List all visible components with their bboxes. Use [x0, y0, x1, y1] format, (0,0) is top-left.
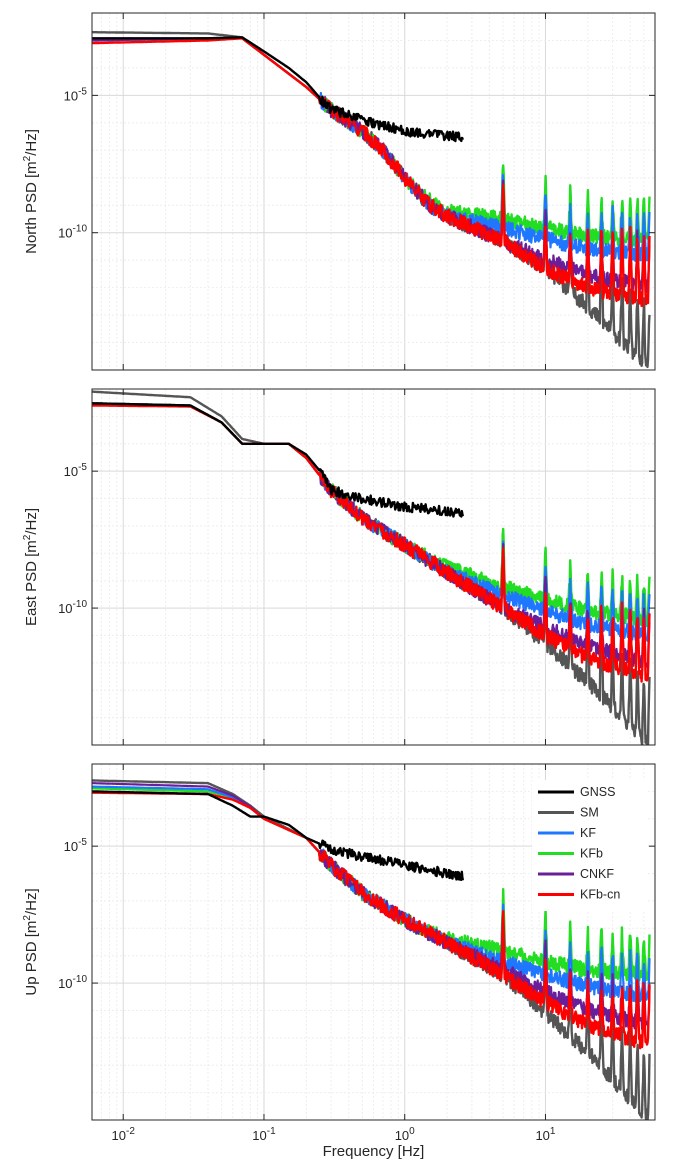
x-tick-label: 10-2: [112, 1126, 136, 1143]
y-tick-label: 10-10: [58, 974, 87, 991]
series-lines: [92, 31, 651, 369]
x-axis-label: Frequency [Hz]: [323, 1143, 425, 1160]
y-axis-label: North PSD [m2/Hz]: [22, 129, 40, 254]
legend: GNSS SM KF KFb CNKF KFb-cn: [532, 780, 648, 911]
y-tick-label: 10-5: [64, 837, 88, 854]
legend-entry-cnkf: CNKF: [580, 867, 614, 881]
series-lines: [92, 390, 651, 745]
y-tick-label: 10-10: [58, 599, 87, 616]
ticks: 10-5 10-10: [58, 13, 655, 370]
y-tick-label: 10-5: [64, 462, 88, 479]
legend-entry-gnss: GNSS: [580, 785, 615, 799]
panel-0: 10-5 10-10 North PSD [m2/Hz]: [22, 12, 656, 371]
series-line-gnss: [92, 402, 464, 518]
series-lines: [92, 779, 651, 1120]
y-axis-label: East PSD [m2/Hz]: [22, 508, 40, 626]
x-tick-label: 100: [395, 1126, 415, 1143]
y-tick-label: 10-5: [64, 86, 88, 103]
y-tick-label: 10-10: [58, 224, 87, 241]
legend-entry-kf: KF: [580, 826, 596, 840]
series-line-gnss: [92, 36, 464, 143]
panel-1: 10-5 10-10 East PSD [m2/Hz]: [22, 388, 656, 746]
y-axis-label: Up PSD [m2/Hz]: [22, 888, 40, 995]
legend-entry-kfb-cn: KFb-cn: [580, 888, 620, 902]
ticks: 10-5 10-10: [58, 389, 655, 745]
series-line-cnkf: [92, 782, 651, 1031]
series-line-kfb-cn: [92, 37, 651, 308]
legend-entry-kfb: KFb: [580, 847, 603, 861]
x-tick-label: 101: [535, 1126, 555, 1143]
legend-box: [532, 780, 648, 911]
x-tick-label: 10-1: [252, 1126, 276, 1143]
ticks: 10-5 10-10 10-2 10-1 100 101: [58, 764, 655, 1143]
series-line-gnss: [92, 790, 464, 881]
axes-box: [91, 388, 656, 746]
legend-entry-sm: SM: [580, 806, 599, 820]
axes-box: [91, 12, 656, 371]
axes-box: [91, 763, 656, 1121]
